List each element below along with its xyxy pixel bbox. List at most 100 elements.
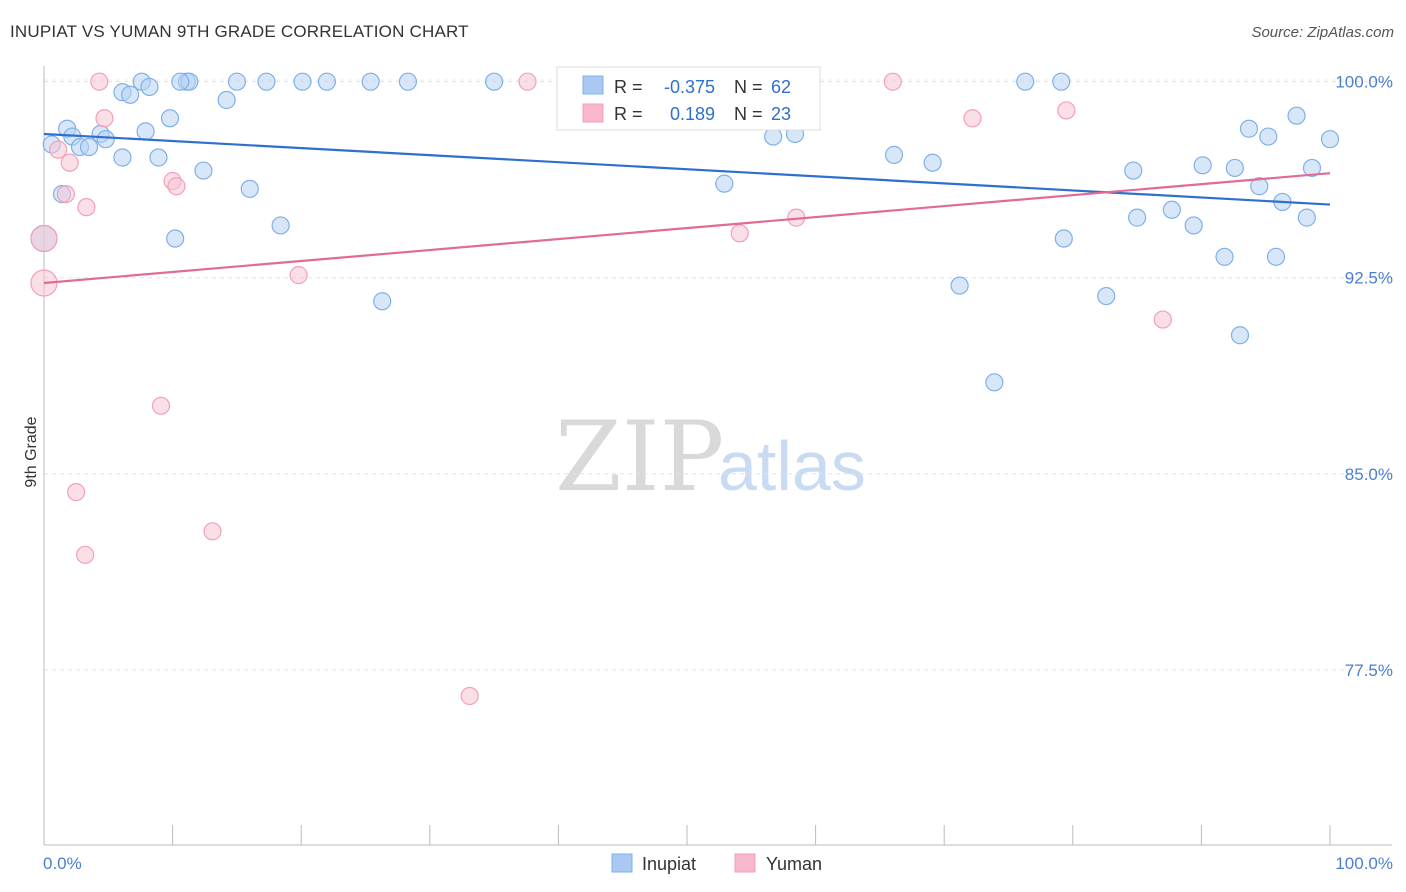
stat-n-label-inupiat: N = xyxy=(734,77,763,97)
inupiat-point-51 xyxy=(1239,119,1259,138)
yuman-swatch xyxy=(582,103,604,123)
inupiat-point-8 xyxy=(96,130,115,149)
inupiat-point-53 xyxy=(1259,127,1278,146)
yuman-point-14 xyxy=(460,686,479,706)
stats-box: R = -0.375 N = 62 R = 0.189 N = 23 xyxy=(556,66,821,131)
y-tick-label-2: 92.5% xyxy=(1345,269,1393,288)
yuman-point-15 xyxy=(518,72,537,91)
stat-r-label-yuman: R = xyxy=(614,104,643,124)
stat-n-label-yuman: N = xyxy=(734,104,763,124)
yuman-point-18 xyxy=(883,72,902,91)
yuman-point-1 xyxy=(49,140,68,159)
inupiat-point-11 xyxy=(121,85,140,104)
legend-swatch-inupiat xyxy=(611,853,633,873)
inupiat-swatch xyxy=(582,75,604,95)
x-tick-label-0: 0.0% xyxy=(43,854,82,873)
yuman-point-13 xyxy=(289,266,308,285)
y-tick-label-1: 85.0% xyxy=(1345,465,1393,484)
inupiat-point-22 xyxy=(227,72,246,91)
inupiat-point-61 xyxy=(1016,72,1035,91)
inupiat-point-31 xyxy=(485,72,504,91)
yuman-point-4 xyxy=(67,482,86,502)
yuman-point-21 xyxy=(1153,310,1172,329)
inupiat-point-58 xyxy=(1302,158,1322,178)
trend-lines xyxy=(43,132,1331,285)
axes xyxy=(43,66,1392,846)
inupiat-point-45 xyxy=(1162,200,1181,219)
inupiat-point-20 xyxy=(194,161,213,180)
inupiat-point-59 xyxy=(1320,130,1340,149)
inupiat-point-23 xyxy=(240,179,259,198)
watermark-atlas: atlas xyxy=(718,427,866,505)
yuman-point-9 xyxy=(151,396,171,415)
inupiat-point-38 xyxy=(950,276,969,295)
yuman-point-16 xyxy=(730,224,749,243)
stat-n-value-yuman: 23 xyxy=(771,104,791,124)
stat-r-label-inupiat: R = xyxy=(614,77,643,97)
yuman-point-5 xyxy=(76,545,95,564)
inupiat-point-39 xyxy=(985,373,1004,392)
yuman-point-22 xyxy=(30,224,58,253)
stat-r-value-yuman: 0.189 xyxy=(670,104,715,124)
inupiat-point-30 xyxy=(398,72,418,91)
inupiat-point-29 xyxy=(373,292,392,311)
yuman-point-7 xyxy=(90,72,109,91)
inupiat-point-42 xyxy=(1097,286,1116,306)
yuman-point-19 xyxy=(963,109,982,128)
inupiat-point-44 xyxy=(1127,208,1147,227)
inupiat-point-17 xyxy=(166,229,185,248)
inupiat-point-21 xyxy=(217,90,236,110)
inupiat-point-56 xyxy=(1287,106,1306,125)
source-label: Source: ZipAtlas.com xyxy=(1251,24,1394,41)
inupiat-point-46 xyxy=(1184,216,1203,235)
inupiat-point-16 xyxy=(160,109,180,128)
legend-label-inupiat: Inupiat xyxy=(642,854,696,874)
inupiat-point-34 xyxy=(764,127,783,146)
inupiat-trend-line xyxy=(43,132,1331,206)
inupiat-point-10 xyxy=(113,148,132,167)
inupiat-point-48 xyxy=(1215,247,1234,266)
y-tick-label-3: 100.0% xyxy=(1335,73,1393,92)
yuman-point-12 xyxy=(203,522,222,541)
inupiat-point-50 xyxy=(1230,326,1250,345)
inupiat-point-49 xyxy=(1225,158,1244,178)
inupiat-point-40 xyxy=(1052,72,1071,91)
inupiat-point-15 xyxy=(149,148,168,167)
inupiat-point-52 xyxy=(1250,177,1269,196)
yuman-trend-line xyxy=(43,172,1331,285)
watermark-zip: ZIP xyxy=(555,401,724,513)
y-axis-label: 9th Grade xyxy=(23,416,40,487)
stat-r-value-inupiat: -0.375 xyxy=(664,77,715,97)
inupiat-point-57 xyxy=(1297,208,1316,227)
inupiat-point-14 xyxy=(140,77,159,97)
inupiat-point-41 xyxy=(1054,229,1073,248)
legend-label-yuman: Yuman xyxy=(766,854,822,874)
inupiat-point-26 xyxy=(293,72,312,91)
chart-title: INUPIAT VS YUMAN 9TH GRADE CORRELATION C… xyxy=(10,22,469,41)
x-tick-labels: 0.0% 100.0% xyxy=(43,854,1393,873)
yuman-point-11 xyxy=(167,177,186,196)
legend-swatch-yuman xyxy=(734,853,756,873)
x-tick-label-1: 100.0% xyxy=(1335,854,1393,873)
inupiat-point-43 xyxy=(1124,161,1143,180)
inupiat-point-36 xyxy=(884,145,904,164)
yuman-point-20 xyxy=(1057,101,1076,120)
inupiat-point-6 xyxy=(79,137,99,157)
inupiat-point-28 xyxy=(361,72,380,91)
inupiat-point-37 xyxy=(923,153,942,172)
inupiat-point-47 xyxy=(1193,156,1212,175)
inupiat-point-33 xyxy=(715,174,734,193)
yuman-point-3 xyxy=(60,153,79,172)
inupiat-point-24 xyxy=(257,72,276,91)
yuman-point-8 xyxy=(95,109,114,128)
yuman-point-2 xyxy=(56,184,75,204)
yuman-point-6 xyxy=(77,198,96,217)
legend: Inupiat Yuman xyxy=(611,853,822,874)
inupiat-point-13 xyxy=(136,122,155,141)
inupiat-point-27 xyxy=(317,72,337,91)
inupiat-point-60 xyxy=(171,72,190,91)
inupiat-point-25 xyxy=(271,216,290,235)
inupiat-point-54 xyxy=(1266,247,1286,266)
watermark: ZIP atlas xyxy=(555,401,866,513)
